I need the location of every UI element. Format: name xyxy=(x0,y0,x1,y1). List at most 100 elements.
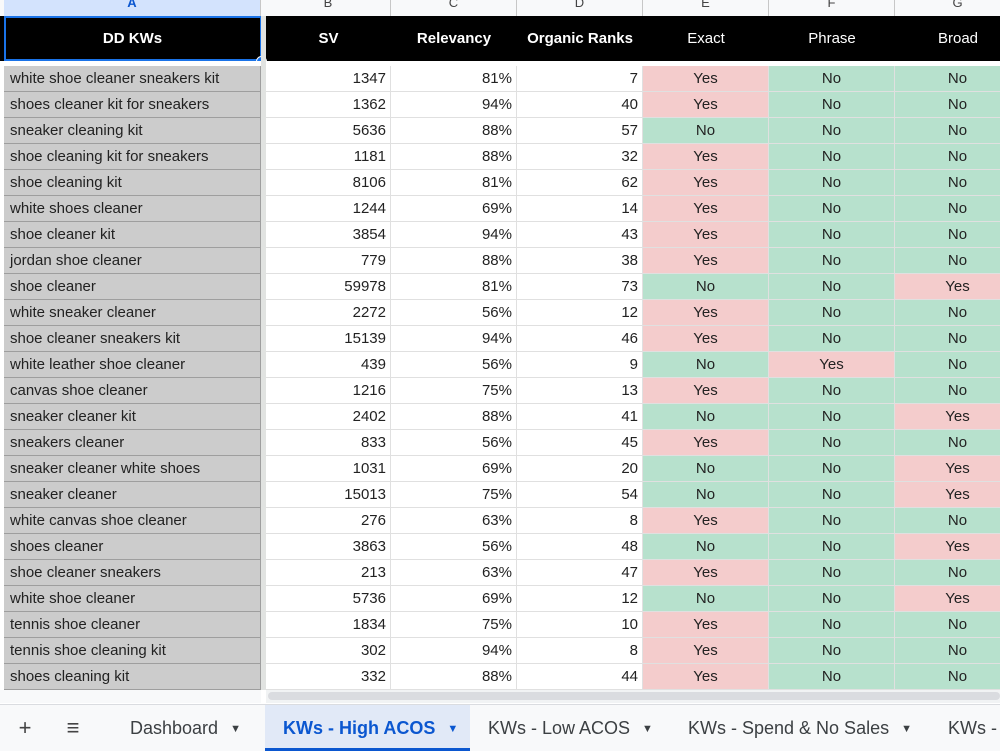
sheet-tab-0[interactable]: Dashboard ▼ xyxy=(112,705,267,751)
sv-cell[interactable]: 1216 xyxy=(266,378,391,404)
organic-rank-cell[interactable]: 9 xyxy=(517,352,643,378)
sv-cell[interactable]: 1834 xyxy=(266,612,391,638)
header-relevancy[interactable]: Relevancy xyxy=(416,30,492,47)
sv-cell[interactable]: 1031 xyxy=(266,456,391,482)
exact-cell[interactable]: Yes xyxy=(643,196,769,222)
sv-cell[interactable]: 332 xyxy=(266,664,391,690)
phrase-cell[interactable]: No xyxy=(769,586,895,612)
broad-cell[interactable]: No xyxy=(895,92,1000,118)
sv-cell[interactable]: 15013 xyxy=(266,482,391,508)
relevancy-cell[interactable]: 81% xyxy=(391,170,517,196)
relevancy-cell[interactable]: 94% xyxy=(391,92,517,118)
phrase-cell[interactable]: No xyxy=(769,92,895,118)
relevancy-cell[interactable]: 63% xyxy=(391,508,517,534)
broad-cell[interactable]: No xyxy=(895,248,1000,274)
exact-cell[interactable]: No xyxy=(643,404,769,430)
exact-cell[interactable]: No xyxy=(643,352,769,378)
broad-cell[interactable]: No xyxy=(895,612,1000,638)
organic-rank-cell[interactable]: 32 xyxy=(517,144,643,170)
column-letter-g[interactable]: G xyxy=(895,0,1000,16)
keyword-cell[interactable]: shoe cleaner kit xyxy=(4,222,261,248)
phrase-cell[interactable]: No xyxy=(769,66,895,92)
header-phrase[interactable]: Phrase xyxy=(808,30,856,47)
phrase-cell[interactable]: No xyxy=(769,404,895,430)
organic-rank-cell[interactable]: 8 xyxy=(517,508,643,534)
keyword-cell[interactable]: sneaker cleaner white shoes xyxy=(4,456,261,482)
keyword-cell[interactable]: sneakers cleaner xyxy=(4,430,261,456)
organic-rank-cell[interactable]: 41 xyxy=(517,404,643,430)
phrase-cell[interactable]: No xyxy=(769,430,895,456)
broad-cell[interactable]: No xyxy=(895,326,1000,352)
phrase-cell[interactable]: No xyxy=(769,534,895,560)
phrase-cell[interactable]: No xyxy=(769,170,895,196)
relevancy-cell[interactable]: 94% xyxy=(391,326,517,352)
phrase-cell[interactable]: No xyxy=(769,118,895,144)
relevancy-cell[interactable]: 81% xyxy=(391,66,517,92)
relevancy-cell[interactable]: 94% xyxy=(391,222,517,248)
broad-cell[interactable]: Yes xyxy=(895,456,1000,482)
relevancy-cell[interactable]: 88% xyxy=(391,404,517,430)
keyword-cell[interactable]: shoe cleaner sneakers kit xyxy=(4,326,261,352)
exact-cell[interactable]: Yes xyxy=(643,248,769,274)
organic-rank-cell[interactable]: 62 xyxy=(517,170,643,196)
broad-cell[interactable]: Yes xyxy=(895,534,1000,560)
scrollbar-thumb[interactable] xyxy=(268,692,1000,700)
exact-cell[interactable]: Yes xyxy=(643,170,769,196)
organic-rank-cell[interactable]: 40 xyxy=(517,92,643,118)
column-letter-d[interactable]: D xyxy=(517,0,643,16)
organic-rank-cell[interactable]: 46 xyxy=(517,326,643,352)
header-sv[interactable]: SV xyxy=(318,30,339,47)
phrase-cell[interactable]: No xyxy=(769,560,895,586)
phrase-cell[interactable]: No xyxy=(769,222,895,248)
keyword-cell[interactable]: shoe cleaning kit xyxy=(4,170,261,196)
sv-cell[interactable]: 1362 xyxy=(266,92,391,118)
organic-rank-cell[interactable]: 10 xyxy=(517,612,643,638)
keyword-cell[interactable]: tennis shoe cleaner xyxy=(4,612,261,638)
broad-cell[interactable]: Yes xyxy=(895,274,1000,300)
broad-cell[interactable]: No xyxy=(895,196,1000,222)
relevancy-cell[interactable]: 56% xyxy=(391,300,517,326)
phrase-cell[interactable]: No xyxy=(769,638,895,664)
relevancy-cell[interactable]: 69% xyxy=(391,196,517,222)
frozen-column-divider[interactable] xyxy=(261,16,266,690)
broad-cell[interactable]: No xyxy=(895,664,1000,690)
organic-rank-cell[interactable]: 48 xyxy=(517,534,643,560)
organic-rank-cell[interactable]: 12 xyxy=(517,300,643,326)
sv-cell[interactable]: 15139 xyxy=(266,326,391,352)
relevancy-cell[interactable]: 88% xyxy=(391,664,517,690)
broad-cell[interactable]: Yes xyxy=(895,586,1000,612)
relevancy-cell[interactable]: 69% xyxy=(391,586,517,612)
chevron-down-icon[interactable]: ▼ xyxy=(642,723,653,736)
broad-cell[interactable]: No xyxy=(895,170,1000,196)
header-broad[interactable]: Broad xyxy=(937,30,979,47)
relevancy-cell[interactable]: 56% xyxy=(391,352,517,378)
sv-cell[interactable]: 2272 xyxy=(266,300,391,326)
phrase-cell[interactable]: No xyxy=(769,274,895,300)
broad-cell[interactable]: No xyxy=(895,300,1000,326)
keyword-cell[interactable]: canvas shoe cleaner xyxy=(4,378,261,404)
phrase-cell[interactable]: No xyxy=(769,196,895,222)
keyword-cell[interactable]: shoe cleaner xyxy=(4,274,261,300)
column-letter-f[interactable]: F xyxy=(769,0,895,16)
organic-rank-cell[interactable]: 14 xyxy=(517,196,643,222)
organic-rank-cell[interactable]: 57 xyxy=(517,118,643,144)
all-sheets-icon[interactable]: ≡ xyxy=(66,715,80,740)
chevron-down-icon[interactable]: ▼ xyxy=(901,723,912,736)
organic-rank-cell[interactable]: 44 xyxy=(517,664,643,690)
broad-cell[interactable]: No xyxy=(895,430,1000,456)
phrase-cell[interactable]: No xyxy=(769,300,895,326)
exact-cell[interactable]: No xyxy=(643,482,769,508)
phrase-cell[interactable]: No xyxy=(769,508,895,534)
organic-rank-cell[interactable]: 43 xyxy=(517,222,643,248)
exact-cell[interactable]: Yes xyxy=(643,664,769,690)
keyword-cell[interactable]: jordan shoe cleaner xyxy=(4,248,261,274)
sv-cell[interactable]: 302 xyxy=(266,638,391,664)
sv-cell[interactable]: 5636 xyxy=(266,118,391,144)
exact-cell[interactable]: Yes xyxy=(643,638,769,664)
relevancy-cell[interactable]: 75% xyxy=(391,612,517,638)
organic-rank-cell[interactable]: 13 xyxy=(517,378,643,404)
broad-cell[interactable]: No xyxy=(895,508,1000,534)
broad-cell[interactable]: No xyxy=(895,144,1000,170)
keyword-cell[interactable]: shoes cleaner kit for sneakers xyxy=(4,92,261,118)
exact-cell[interactable]: No xyxy=(643,534,769,560)
